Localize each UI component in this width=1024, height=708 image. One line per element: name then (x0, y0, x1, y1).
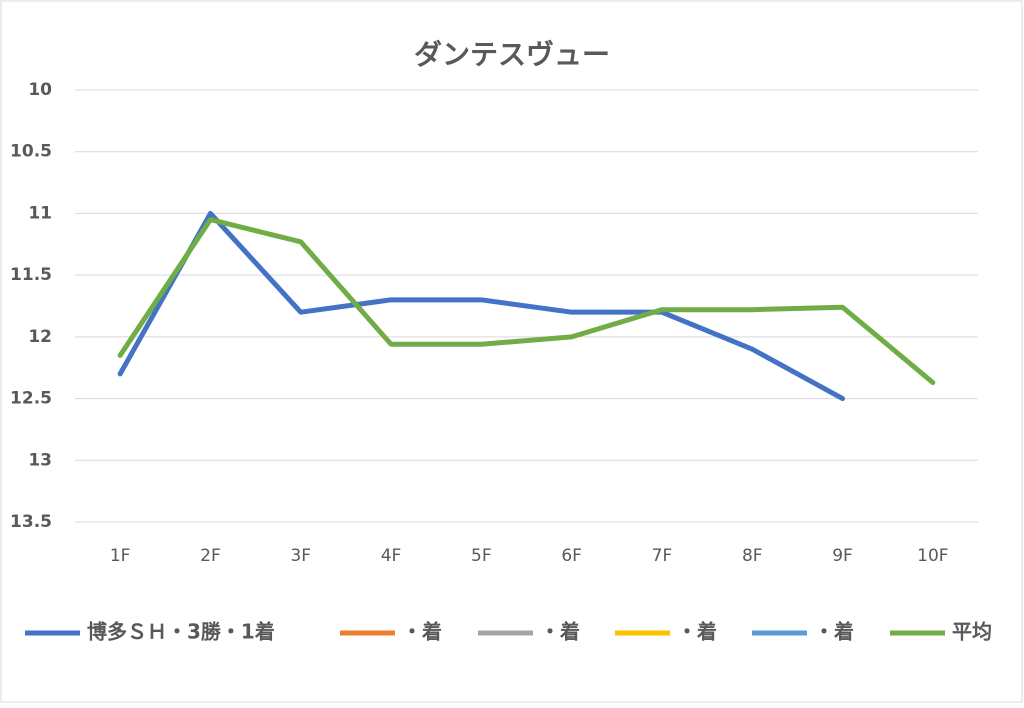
series-line (117, 210, 846, 402)
x-tick-label: 7F (652, 546, 673, 566)
x-tick-label: 3F (290, 546, 311, 566)
y-tick-label: 10.5 (10, 142, 52, 162)
legend-label: 博多ＳＨ・3勝・1着 (87, 620, 275, 644)
x-tick-label: 2F (200, 546, 221, 566)
x-tick-label: 8F (742, 546, 763, 566)
y-tick-label: 13 (28, 450, 52, 470)
x-tick-label: 5F (471, 546, 492, 566)
x-tick-label: 4F (381, 546, 402, 566)
legend-label: 平均 (952, 620, 992, 644)
y-tick-label: 10 (28, 80, 52, 100)
y-tick-label: 12 (28, 327, 52, 347)
legend-label: ・着 (814, 620, 854, 644)
legend-label: ・着 (540, 620, 580, 644)
series-line (117, 217, 936, 386)
x-tick-label: 9F (832, 546, 853, 566)
y-tick-label: 11 (28, 203, 52, 223)
chart-title: ダンテスヴュー (414, 38, 610, 71)
y-tick-label: 11.5 (10, 265, 52, 285)
x-tick-label: 6F (561, 546, 582, 566)
legend-label: ・着 (402, 620, 442, 644)
x-tick-label: 10F (917, 546, 948, 566)
legend-label: ・着 (677, 620, 717, 644)
x-tick-label: 1F (110, 546, 131, 566)
y-tick-label: 12.5 (10, 389, 52, 409)
y-tick-label: 13.5 (10, 512, 52, 532)
